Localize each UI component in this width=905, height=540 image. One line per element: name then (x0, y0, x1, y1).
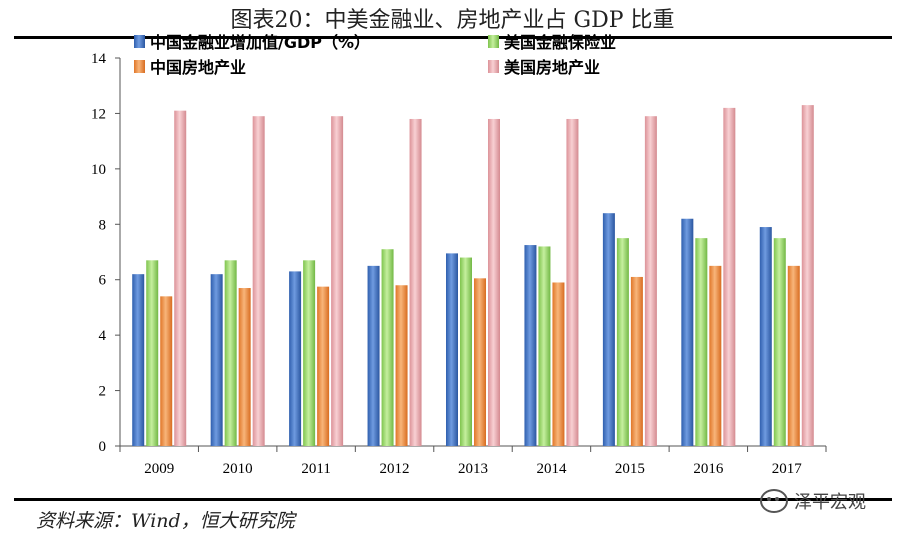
bar-0-2013 (446, 253, 458, 446)
bar-1-2015 (616, 238, 629, 446)
bar-0-2014 (524, 245, 537, 446)
y-tick-label: 2 (99, 384, 107, 400)
chart-title: 图表20：中美金融业、房地产业占 GDP 比重 (230, 8, 675, 33)
y-tick-label: 0 (99, 439, 107, 455)
bar-2-2009 (160, 296, 173, 446)
legend-swatch-2 (134, 60, 145, 73)
bar-1-2016 (695, 238, 708, 446)
bar-2-2015 (630, 276, 643, 446)
source-note: 资料来源：Wind，恒大研究院 (36, 510, 295, 532)
bar-1-2014 (538, 246, 551, 446)
bar-0-2011 (289, 271, 302, 446)
bar-1-2010 (224, 260, 237, 446)
bar-2-2017 (787, 265, 800, 446)
bar-2-2010 (238, 288, 251, 446)
legend-label-1: 美国金融保险业 (504, 33, 616, 52)
bar-0-2016 (681, 218, 694, 446)
bar-chart: 0 2 4 6 8 10 12 14 2009 2010 2011 2012 2013 2014 2015 2… (91, 33, 827, 477)
bar-0-2015 (602, 213, 615, 446)
watermark: 泽平宏观 (760, 488, 866, 514)
axes: 0 2 4 6 8 10 12 14 2009 2010 2011 2012 2013 2014 2015 2… (91, 51, 827, 477)
y-tick-label: 14 (91, 51, 107, 67)
legend-swatch-1 (488, 35, 499, 48)
legend-swatch-3 (488, 60, 499, 73)
bar-2-2012 (395, 285, 408, 446)
wechat-icon (760, 489, 788, 513)
bar-2-2011 (317, 286, 330, 446)
bar-2-2016 (709, 265, 722, 446)
x-tick-label: 2012 (380, 461, 410, 477)
bar-1-2013 (460, 257, 472, 446)
bar-0-2009 (132, 274, 145, 446)
bar-3-2011 (331, 116, 344, 446)
x-tick-label: 2014 (536, 461, 567, 477)
legend-label-2: 中国房地产业 (150, 58, 246, 77)
bar-2-2014 (552, 282, 565, 446)
bar-3-2013 (488, 118, 500, 446)
bar-3-2016 (723, 107, 736, 446)
bar-3-2017 (801, 105, 814, 446)
bar-3-2015 (644, 116, 657, 446)
bar-1-2009 (146, 260, 159, 446)
legend-label-0: 中国金融业增加值/GDP（%） (150, 33, 370, 52)
x-tick-label: 2011 (301, 461, 330, 477)
bar-3-2014 (566, 118, 579, 446)
y-tick-label: 10 (91, 162, 106, 178)
bar-0-2010 (210, 274, 223, 446)
y-tick-label: 4 (99, 328, 107, 344)
y-tick-label: 6 (99, 273, 107, 289)
x-tick-label: 2013 (458, 461, 488, 477)
bar-1-2011 (303, 260, 316, 446)
legend-swatch-0 (134, 35, 145, 48)
bar-2-2013 (474, 278, 486, 446)
watermark-text: 泽平宏观 (794, 492, 866, 513)
bar-1-2012 (381, 249, 394, 446)
bar-3-2012 (409, 118, 422, 446)
bar-1-2017 (773, 238, 786, 446)
y-tick-label: 8 (99, 217, 107, 233)
bar-3-2010 (252, 116, 265, 446)
bars (132, 105, 814, 447)
y-tick-label: 12 (91, 106, 106, 122)
x-tick-label: 2016 (693, 461, 724, 477)
bar-0-2012 (367, 265, 380, 446)
top-rule (14, 36, 892, 39)
bar-3-2009 (174, 110, 187, 447)
x-tick-label: 2010 (223, 461, 253, 477)
legend-label-3: 美国房地产业 (504, 58, 600, 77)
bottom-rule (14, 498, 892, 501)
x-tick-label: 2015 (615, 461, 645, 477)
x-tick-label: 2009 (144, 461, 174, 477)
bar-0-2017 (759, 227, 772, 446)
x-tick-label: 2017 (772, 461, 803, 477)
